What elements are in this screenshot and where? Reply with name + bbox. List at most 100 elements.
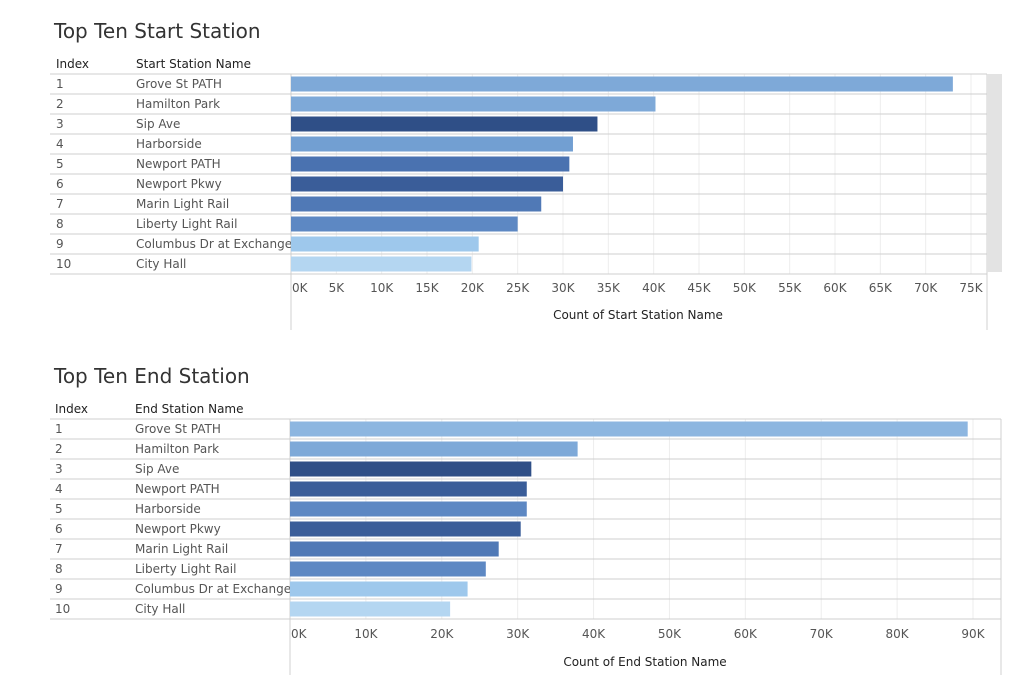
x-tick-label: 20K xyxy=(461,281,485,295)
row-station-name: Marin Light Rail xyxy=(135,542,228,556)
table-row[interactable]: 3 Sip Ave xyxy=(50,458,1001,477)
table-row[interactable]: 10 City Hall xyxy=(50,253,987,272)
row-station-name: Columbus Dr at Exchange .. xyxy=(136,237,304,251)
table-row[interactable]: 5 Harborside xyxy=(50,498,1001,517)
bar[interactable] xyxy=(290,501,527,517)
row-station-name: Grove St PATH xyxy=(135,422,221,436)
x-tick-label: 10K xyxy=(354,627,378,641)
bar[interactable] xyxy=(291,96,656,112)
table-row[interactable]: 2 Hamilton Park xyxy=(50,93,987,112)
x-tick-label: 15K xyxy=(415,281,439,295)
row-station-name: Harborside xyxy=(136,137,202,151)
x-tick-label: 30K xyxy=(506,627,530,641)
x-axis-ticks: 0K 10K 20K 30K 40K 50K 60K 70K 80K 90K xyxy=(291,627,986,641)
x-tick-label: 70K xyxy=(914,281,938,295)
x-axis-label: Count of Start Station Name xyxy=(553,308,723,322)
row-index: 3 xyxy=(56,117,64,131)
row-index: 5 xyxy=(55,502,63,516)
bar[interactable] xyxy=(290,561,486,577)
table-row[interactable]: 9 Columbus Dr at Exchange .. xyxy=(50,578,1001,597)
x-tick-label: 45K xyxy=(687,281,711,295)
x-tick-label: 80K xyxy=(886,627,910,641)
x-tick-label: 40K xyxy=(642,281,666,295)
row-index: 9 xyxy=(55,582,63,596)
table-row[interactable]: 2 Hamilton Park xyxy=(50,438,1001,457)
row-station-name: Harborside xyxy=(135,502,201,516)
x-tick-label: 35K xyxy=(597,281,621,295)
x-tick-label: 5K xyxy=(329,281,346,295)
row-index: 5 xyxy=(56,157,64,171)
x-tick-label: 70K xyxy=(810,627,834,641)
end-station-panel: Top Ten End Station Index End Station Na… xyxy=(0,345,1032,689)
chart-title: Top Ten End Station xyxy=(54,364,250,388)
bar[interactable] xyxy=(290,461,532,477)
table-row[interactable]: 7 Marin Light Rail xyxy=(50,193,987,212)
bar[interactable] xyxy=(291,136,573,152)
x-tick-label: 30K xyxy=(551,281,575,295)
row-index: 3 xyxy=(55,462,63,476)
row-station-name: Hamilton Park xyxy=(135,442,219,456)
bar[interactable] xyxy=(291,236,479,252)
row-station-name: Liberty Light Rail xyxy=(135,562,236,576)
x-tick-label: 25K xyxy=(506,281,530,295)
x-tick-label: 60K xyxy=(734,627,758,641)
bar[interactable] xyxy=(290,521,521,537)
index-header: Index xyxy=(56,57,90,71)
table-row[interactable]: 8 Liberty Light Rail xyxy=(50,558,1001,577)
bar[interactable] xyxy=(290,441,578,457)
row-index: 8 xyxy=(56,217,64,231)
x-tick-label: 90K xyxy=(961,627,985,641)
bar[interactable] xyxy=(291,216,518,232)
bar[interactable] xyxy=(290,601,451,617)
x-tick-label: 20K xyxy=(430,627,454,641)
row-station-name: Newport PATH xyxy=(135,482,220,496)
row-station-name: City Hall xyxy=(136,257,186,271)
row-station-name: Newport Pkwy xyxy=(136,177,222,191)
row-station-name: Hamilton Park xyxy=(136,97,220,111)
table-row[interactable]: 6 Newport Pkwy xyxy=(50,173,987,192)
x-tick-label: 10K xyxy=(370,281,394,295)
row-index: 6 xyxy=(55,522,63,536)
vertical-scrollbar[interactable] xyxy=(987,74,1002,272)
row-index: 1 xyxy=(55,422,63,436)
table-row[interactable]: 4 Newport PATH xyxy=(50,478,1001,497)
table-row[interactable]: 1 Grove St PATH xyxy=(50,418,1001,437)
row-station-name: Columbus Dr at Exchange .. xyxy=(135,582,303,596)
row-station-name: Liberty Light Rail xyxy=(136,217,237,231)
row-index: 2 xyxy=(56,97,64,111)
table-row[interactable]: 8 Liberty Light Rail xyxy=(50,213,987,232)
x-tick-label: 50K xyxy=(658,627,682,641)
bar[interactable] xyxy=(291,176,563,192)
row-station-name: Newport Pkwy xyxy=(135,522,221,536)
bar[interactable] xyxy=(291,116,598,132)
row-index: 6 xyxy=(56,177,64,191)
x-tick-label: 0K xyxy=(292,281,309,295)
table-row[interactable]: 7 Marin Light Rail xyxy=(50,538,1001,557)
row-index: 2 xyxy=(55,442,63,456)
x-tick-label: 0K xyxy=(291,627,308,641)
table-row[interactable]: 10 City Hall xyxy=(50,598,1001,617)
start-station-chart: 1 Grove St PATH 2 Hamilton Park 3 Sip Ave 4 Har… xyxy=(50,73,1002,330)
table-row[interactable]: 3 Sip Ave xyxy=(50,113,987,132)
bar[interactable] xyxy=(291,196,542,212)
row-index: 10 xyxy=(55,602,70,616)
bar[interactable] xyxy=(290,421,968,437)
table-row[interactable]: 9 Columbus Dr at Exchange .. xyxy=(50,233,987,252)
bar[interactable] xyxy=(290,541,499,557)
bar[interactable] xyxy=(290,481,527,497)
bar[interactable] xyxy=(291,76,953,92)
chart-title: Top Ten Start Station xyxy=(54,19,261,43)
table-row[interactable]: 5 Newport PATH xyxy=(50,153,987,172)
row-station-name: Grove St PATH xyxy=(136,77,222,91)
x-tick-label: 50K xyxy=(733,281,757,295)
bar[interactable] xyxy=(291,156,570,172)
bar[interactable] xyxy=(291,256,472,272)
table-row[interactable]: 4 Harborside xyxy=(50,133,987,152)
table-row[interactable]: 1 Grove St PATH xyxy=(50,73,987,92)
table-row[interactable]: 6 Newport Pkwy xyxy=(50,518,1001,537)
start-station-panel: Top Ten Start Station Index Start Statio… xyxy=(0,0,1032,340)
x-tick-label: 55K xyxy=(778,281,802,295)
bar[interactable] xyxy=(290,581,468,597)
row-index: 7 xyxy=(55,542,63,556)
x-axis-ticks: 0K 5K 10K 15K 20K 25K 30K 35K 40K 45K 50K 55K 60K 65K… xyxy=(292,281,984,295)
